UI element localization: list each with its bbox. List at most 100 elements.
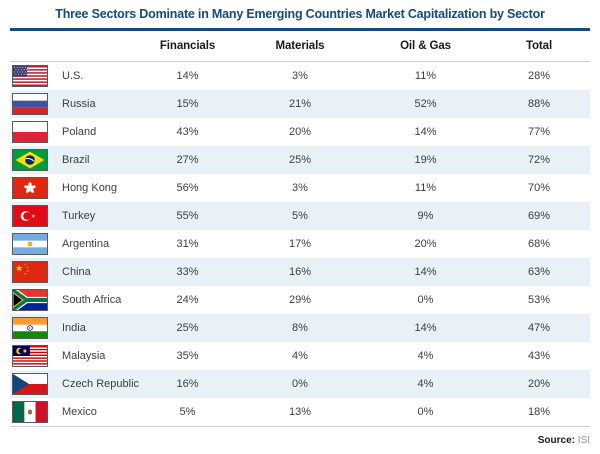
value-total: 28% xyxy=(527,70,551,82)
source-value: ISI xyxy=(577,435,590,446)
country-name: Brazil xyxy=(62,154,90,166)
table-row: Mexico 5% 13% 0% 18% xyxy=(10,398,590,426)
flag-cell xyxy=(10,177,56,199)
table-header: Financials Materials Oil & Gas Total xyxy=(10,31,590,62)
country-name: Russia xyxy=(62,98,96,110)
country-name: China xyxy=(62,266,91,278)
page-title: Three Sectors Dominate in Many Emerging … xyxy=(55,7,545,21)
country-name: India xyxy=(62,322,86,334)
country-name: Malaysia xyxy=(62,350,106,362)
value-oil-gas: 52% xyxy=(414,98,437,110)
flag-cell xyxy=(10,345,56,367)
table-body: U.S. 14% 3% 11% 28% Russia 15% 21% 52% 88% Poland 4… xyxy=(10,62,590,427)
poland-flag-icon xyxy=(12,121,48,143)
table-row: India 25% 8% 14% 47% xyxy=(10,314,590,342)
value-oil-gas: 11% xyxy=(414,182,437,194)
value-total: 43% xyxy=(527,350,551,362)
mexico-flag-icon xyxy=(12,401,48,423)
value-total: 77% xyxy=(527,126,551,138)
flag-cell xyxy=(10,93,56,115)
value-materials: 21% xyxy=(288,98,312,110)
value-materials: 3% xyxy=(292,182,308,194)
country-name: Turkey xyxy=(62,210,96,222)
value-financials: 35% xyxy=(176,350,199,362)
source-note: Source: ISI xyxy=(10,435,590,446)
value-financials: 43% xyxy=(176,126,199,138)
table-row: China 33% 16% 14% 63% xyxy=(10,258,590,286)
value-materials: 20% xyxy=(288,126,312,138)
value-financials: 5% xyxy=(179,406,196,418)
value-oil-gas: 19% xyxy=(414,154,437,166)
flag-cell xyxy=(10,289,56,311)
table-row: Turkey 55% 5% 9% 69% xyxy=(10,202,590,230)
country-name: South Africa xyxy=(62,294,122,306)
table-row: Argentina 31% 17% 20% 68% xyxy=(10,230,590,258)
column-header-oil-gas: Oil & Gas xyxy=(400,40,451,52)
flag-cell xyxy=(10,401,56,423)
flag-cell xyxy=(10,65,56,87)
flag-cell xyxy=(10,317,56,339)
country-name: Argentina xyxy=(62,238,110,250)
value-materials: 16% xyxy=(288,266,312,278)
table-row: South Africa 24% 29% 0% 53% xyxy=(10,286,590,314)
value-oil-gas: 9% xyxy=(417,210,434,222)
value-financials: 24% xyxy=(176,294,199,306)
turkey-flag-icon xyxy=(12,205,48,227)
value-total: 70% xyxy=(527,182,551,194)
value-financials: 15% xyxy=(176,98,199,110)
country-name: Poland xyxy=(62,126,97,138)
value-financials: 33% xyxy=(176,266,199,278)
value-materials: 4% xyxy=(292,350,308,362)
flag-cell xyxy=(10,149,56,171)
value-financials: 16% xyxy=(176,378,199,390)
value-financials: 27% xyxy=(176,154,199,166)
flag-cell xyxy=(10,373,56,395)
value-oil-gas: 0% xyxy=(417,294,434,306)
malaysia-flag-icon xyxy=(12,345,48,367)
value-oil-gas: 14% xyxy=(414,266,437,278)
value-financials: 25% xyxy=(176,322,199,334)
value-total: 53% xyxy=(527,294,551,306)
table-row: Malaysia 35% 4% 4% 43% xyxy=(10,342,590,370)
value-oil-gas: 14% xyxy=(414,126,437,138)
southafrica-flag-icon xyxy=(12,289,48,311)
russia-flag-icon xyxy=(12,93,48,115)
table-row: Poland 43% 20% 14% 77% xyxy=(10,118,590,146)
value-materials: 0% xyxy=(292,378,308,390)
value-materials: 13% xyxy=(288,406,312,418)
country-name: Czech Republic xyxy=(62,378,140,390)
value-total: 69% xyxy=(527,210,551,222)
czech-flag-icon xyxy=(12,373,48,395)
value-materials: 29% xyxy=(288,294,312,306)
table-row: Czech Republic 16% 0% 4% 20% xyxy=(10,370,590,398)
value-oil-gas: 11% xyxy=(414,70,437,82)
value-total: 68% xyxy=(527,238,551,250)
value-total: 20% xyxy=(527,378,551,390)
china-flag-icon xyxy=(12,261,48,283)
value-materials: 25% xyxy=(288,154,312,166)
column-header-financials: Financials xyxy=(159,40,216,52)
value-financials: 14% xyxy=(176,70,199,82)
value-oil-gas: 14% xyxy=(414,322,437,334)
column-header-total: Total xyxy=(525,40,553,52)
value-oil-gas: 4% xyxy=(417,350,434,362)
table-row: Brazil 27% 25% 19% 72% xyxy=(10,146,590,174)
us-flag-icon xyxy=(12,65,48,87)
source-label: Source: xyxy=(537,435,575,446)
value-materials: 3% xyxy=(292,70,308,82)
india-flag-icon xyxy=(12,317,48,339)
country-name: U.S. xyxy=(62,70,84,82)
flag-cell xyxy=(10,261,56,283)
table-row: Russia 15% 21% 52% 88% xyxy=(10,90,590,118)
flag-cell xyxy=(10,205,56,227)
value-oil-gas: 0% xyxy=(417,406,434,418)
value-oil-gas: 20% xyxy=(414,238,437,250)
title-rule xyxy=(10,28,590,31)
value-financials: 55% xyxy=(176,210,199,222)
country-name: Hong Kong xyxy=(62,182,118,194)
value-total: 63% xyxy=(527,266,551,278)
argentina-flag-icon xyxy=(12,233,48,255)
value-total: 47% xyxy=(527,322,551,334)
value-total: 72% xyxy=(527,154,551,166)
value-financials: 56% xyxy=(176,182,199,194)
